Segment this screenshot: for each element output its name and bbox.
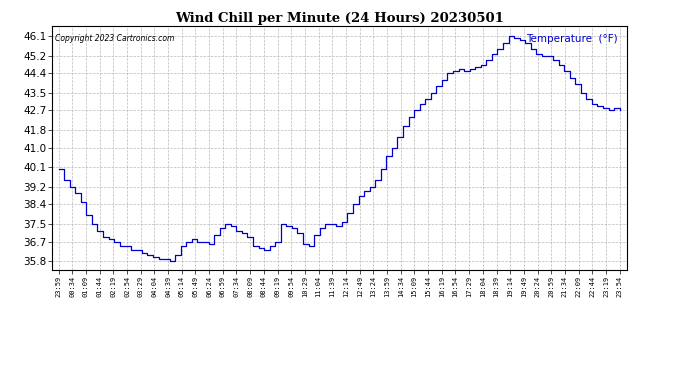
Text: Temperature  (°F): Temperature (°F): [526, 34, 618, 44]
Text: Copyright 2023 Cartronics.com: Copyright 2023 Cartronics.com: [55, 34, 174, 43]
Title: Wind Chill per Minute (24 Hours) 20230501: Wind Chill per Minute (24 Hours) 2023050…: [175, 12, 504, 25]
